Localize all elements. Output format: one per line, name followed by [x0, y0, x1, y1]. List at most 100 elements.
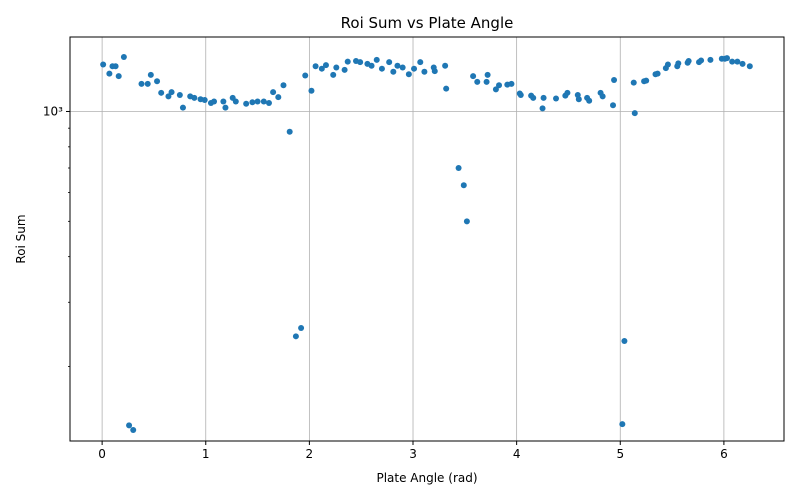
data-point — [292, 333, 299, 340]
data-point — [144, 80, 151, 87]
data-point — [176, 91, 183, 98]
x-tick-label: 5 — [616, 447, 624, 461]
data-point — [517, 91, 524, 98]
data-point — [270, 89, 277, 96]
x-tick-label: 3 — [409, 447, 417, 461]
data-point — [553, 95, 560, 102]
data-point — [484, 71, 491, 78]
data-point — [394, 62, 401, 69]
data-point — [115, 73, 122, 80]
data-point — [630, 79, 637, 86]
data-point — [120, 54, 127, 61]
data-point — [243, 100, 250, 107]
data-point — [330, 71, 337, 78]
data-point — [344, 58, 351, 65]
data-point — [232, 98, 239, 105]
data-point — [308, 87, 315, 94]
data-point — [739, 60, 746, 67]
plot-frame — [69, 36, 785, 442]
data-point — [654, 70, 661, 77]
data-point — [599, 93, 606, 100]
data-point — [126, 422, 133, 429]
x-tick-label: 4 — [513, 447, 521, 461]
data-point — [201, 97, 208, 104]
y-tick-label: 10³ — [43, 104, 63, 118]
data-point — [399, 64, 406, 71]
data-point — [530, 94, 537, 101]
data-point — [470, 73, 477, 80]
x-axis-ticks: 0 1 2 3 4 5 6 — [98, 441, 728, 461]
chart-title: Roi Sum vs Plate Angle — [341, 14, 514, 32]
data-point — [368, 62, 375, 69]
y-axis-label: Roi Sum — [14, 214, 28, 263]
data-point — [378, 65, 385, 72]
data-point — [100, 61, 107, 68]
data-point — [302, 72, 309, 79]
data-point — [707, 56, 714, 63]
data-point — [106, 70, 113, 77]
data-point — [312, 63, 319, 70]
data-point — [729, 58, 736, 65]
data-point — [138, 80, 145, 87]
data-point — [698, 57, 705, 64]
data-point — [260, 98, 267, 105]
data-point — [322, 62, 329, 69]
data-point — [390, 68, 397, 75]
data-point — [496, 82, 503, 89]
data-points — [100, 54, 753, 433]
data-point — [280, 82, 287, 89]
data-point — [373, 56, 380, 63]
data-point — [508, 80, 515, 87]
data-point — [386, 59, 393, 66]
data-point — [631, 110, 638, 117]
data-point — [191, 94, 198, 101]
data-point — [619, 421, 626, 428]
data-point — [286, 128, 293, 135]
data-point — [746, 63, 753, 70]
x-axis-label: Plate Angle (rad) — [376, 471, 477, 485]
data-point — [254, 98, 261, 105]
data-point — [341, 66, 348, 73]
data-point — [621, 337, 628, 344]
data-point — [610, 102, 617, 109]
data-point — [333, 64, 340, 71]
data-point — [265, 99, 272, 106]
data-point — [179, 104, 186, 111]
data-point — [492, 86, 499, 93]
data-point — [442, 62, 449, 69]
data-point — [575, 96, 582, 103]
data-point — [463, 218, 470, 225]
data-point — [421, 68, 428, 75]
data-point — [154, 78, 161, 85]
data-point — [298, 325, 305, 332]
data-point — [455, 165, 462, 172]
y-axis-ticks: 10³ — [43, 104, 70, 367]
data-point — [405, 71, 412, 78]
x-tick-label: 6 — [720, 447, 728, 461]
data-point — [158, 89, 165, 96]
data-point — [165, 93, 172, 100]
data-point — [357, 59, 364, 66]
data-point — [539, 105, 546, 112]
data-point — [724, 55, 731, 62]
data-point — [318, 65, 325, 72]
data-point — [417, 59, 424, 66]
x-tick-label: 0 — [98, 447, 106, 461]
data-point — [664, 61, 671, 68]
data-point — [643, 77, 650, 84]
data-point — [147, 71, 154, 78]
data-point — [443, 85, 450, 92]
data-point — [564, 89, 571, 96]
data-point — [460, 182, 467, 189]
data-point — [431, 68, 438, 75]
data-point — [734, 58, 741, 65]
data-point — [112, 63, 119, 70]
data-point — [249, 99, 256, 106]
data-point — [675, 60, 682, 67]
data-point — [411, 65, 418, 72]
data-point — [220, 98, 227, 105]
data-point — [222, 104, 229, 111]
data-point — [483, 78, 490, 85]
grid-lines — [70, 37, 784, 441]
